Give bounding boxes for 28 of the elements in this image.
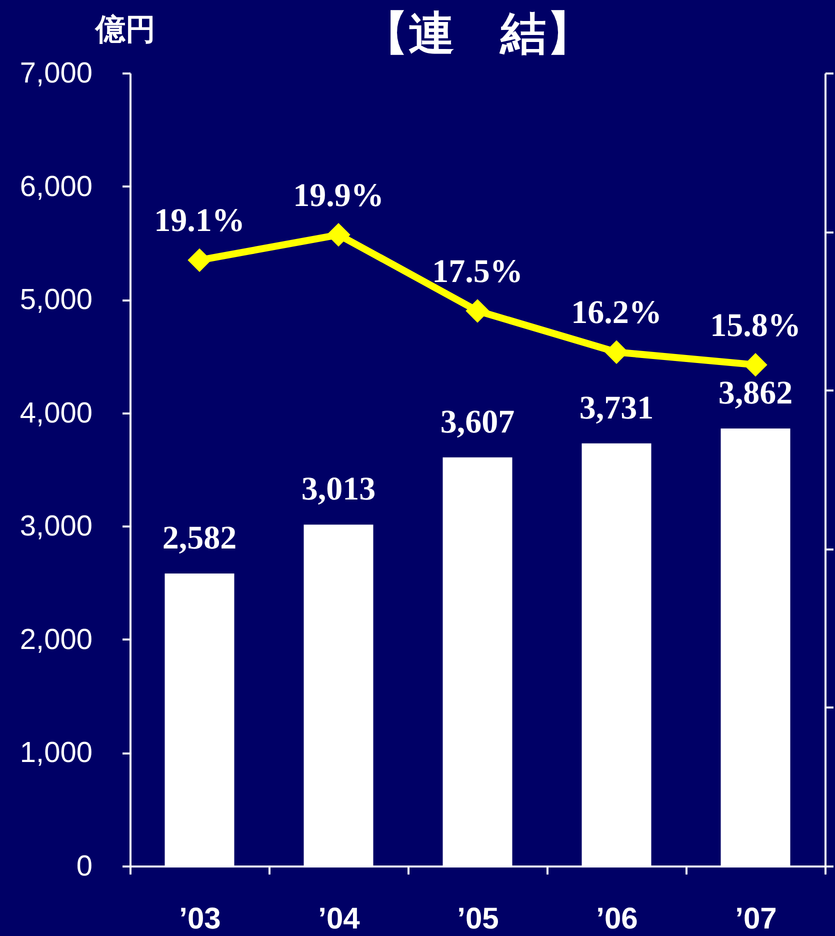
x-tick-label: ’05	[457, 902, 499, 936]
y-tick-label: 6,000	[20, 170, 92, 203]
y-tick-label: 5,000	[20, 284, 92, 316]
data-label: 3,013	[301, 472, 376, 508]
point	[188, 248, 212, 272]
data-label: 2,582	[162, 520, 237, 556]
data-label: 3,607	[440, 404, 515, 440]
y-axis-title: 億円	[94, 14, 156, 46]
point	[466, 299, 490, 323]
data-label: 3,731	[579, 390, 654, 426]
y-tick-label: 1,000	[20, 737, 92, 770]
y-tick-label: 4,000	[20, 397, 92, 430]
data-label: 19.1%	[154, 203, 245, 240]
y-tick-label: 0	[76, 850, 92, 882]
y-tick-label: 3,000	[20, 510, 92, 543]
data-label: 15.8%	[710, 308, 801, 344]
x-tick-label: ’03	[179, 902, 221, 936]
y-tick-label: 7,000	[20, 58, 92, 90]
x-tick-label: ’07	[735, 902, 777, 936]
y-tick-label: 2,000	[20, 624, 92, 656]
x-tick-label: ’04	[318, 902, 360, 936]
data-label: 17.5%	[432, 254, 523, 290]
x-tick-label: ’06	[596, 902, 638, 936]
data-label: 16.2%	[571, 295, 662, 332]
data-label: 3,862	[718, 375, 793, 412]
point	[326, 222, 350, 247]
data-label: 19.9%	[293, 178, 384, 214]
chart-title: 【連 結】	[362, 7, 592, 59]
